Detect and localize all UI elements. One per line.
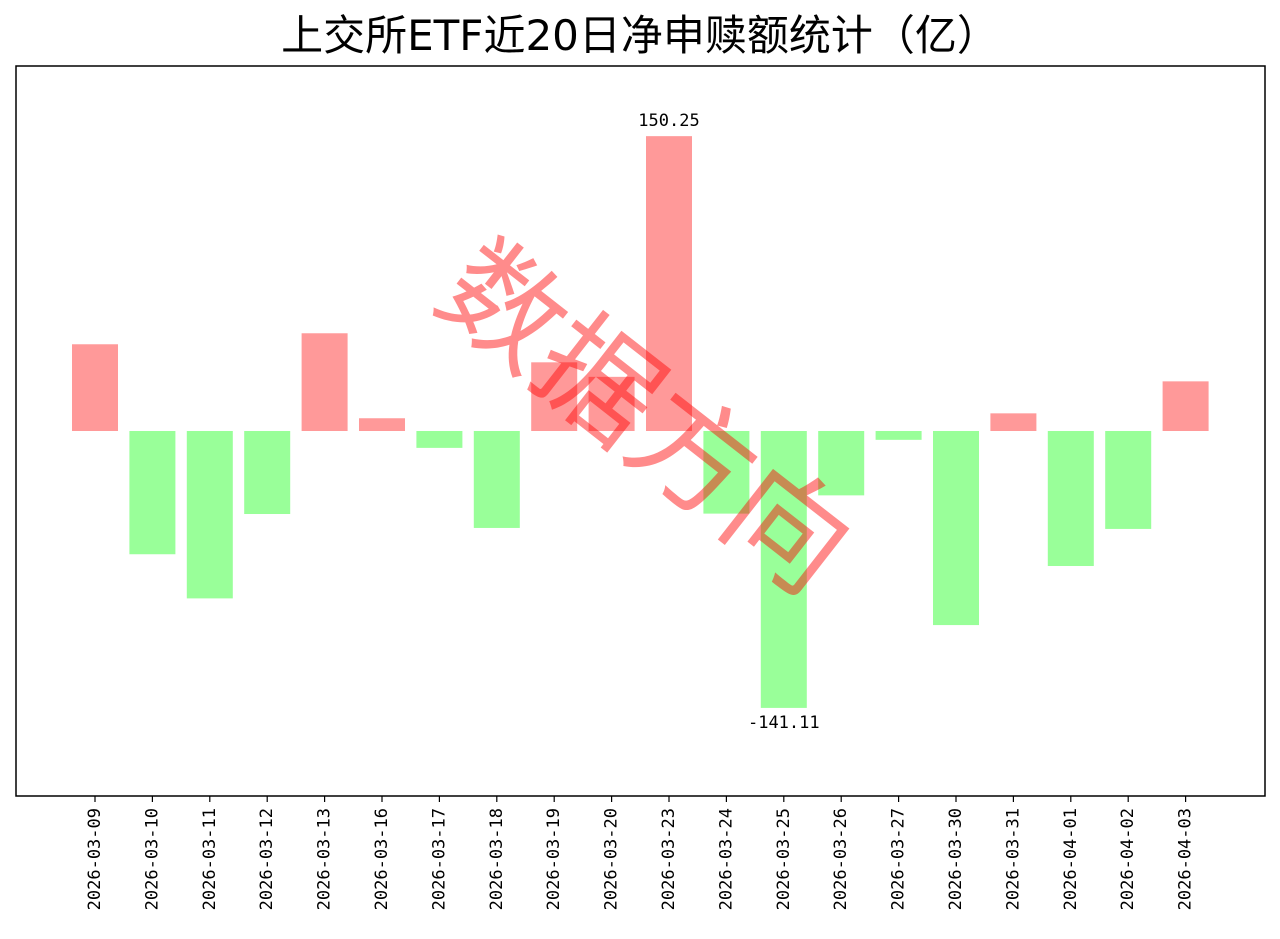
data-labels-layer: 150.25 -141.11 xyxy=(638,111,819,733)
x-tick-label: 2026-03-09 xyxy=(85,808,105,910)
x-tick-label: 2026-03-24 xyxy=(716,808,736,910)
x-tick-label: 2026-03-18 xyxy=(487,808,507,910)
bar-2026-03-16 xyxy=(359,418,405,431)
x-tick-label: 2026-03-11 xyxy=(200,808,220,910)
plot-frame xyxy=(15,65,1266,797)
x-tick-label: 2026-04-02 xyxy=(1118,808,1138,910)
x-tick-label: 2026-03-30 xyxy=(946,808,966,910)
x-tick-label: 2026-03-31 xyxy=(1003,808,1023,910)
x-tick-label: 2026-03-13 xyxy=(315,808,335,910)
bar-2026-04-01 xyxy=(1047,431,1094,567)
x-tick-label: 2026-03-20 xyxy=(602,808,622,910)
bar-2026-03-25 xyxy=(760,431,807,708)
bar-2026-03-17 xyxy=(416,431,463,448)
x-tick-label: 2026-03-16 xyxy=(372,808,392,910)
data-label-2026-03-25: -141.11 xyxy=(748,713,820,733)
bar-2026-03-27 xyxy=(875,431,922,440)
bar-2026-04-03 xyxy=(1162,381,1209,431)
data-label-2026-03-23: 150.25 xyxy=(638,111,699,131)
bar-2026-04-02 xyxy=(1105,431,1152,529)
chart-title: 上交所ETF近20日净申赎额统计（亿） xyxy=(281,11,999,60)
bar-2026-03-30 xyxy=(933,431,979,626)
bars-layer xyxy=(72,136,1209,708)
watermark-layer: 数据方向 xyxy=(413,216,877,621)
watermark-text: 数据方向 xyxy=(413,216,877,621)
x-tick-label: 2026-03-26 xyxy=(831,808,851,910)
x-tick-label: 2026-04-01 xyxy=(1061,808,1081,910)
x-tick-label: 2026-03-23 xyxy=(659,808,679,910)
bar-2026-03-19 xyxy=(531,362,578,431)
x-tick-label: 2026-03-10 xyxy=(142,808,162,910)
bar-2026-03-13 xyxy=(301,333,348,431)
bar-2026-03-23 xyxy=(646,136,692,431)
x-tick-label: 2026-03-27 xyxy=(889,808,909,910)
bar-2026-03-12 xyxy=(244,431,291,515)
bar-2026-03-20 xyxy=(588,376,635,431)
bar-2026-03-31 xyxy=(990,413,1037,431)
bar-2026-03-26 xyxy=(818,431,865,496)
bar-2026-03-11 xyxy=(186,431,233,599)
x-tick-label: 2026-03-19 xyxy=(544,808,564,910)
bar-2026-03-18 xyxy=(473,431,520,528)
bar-2026-03-10 xyxy=(129,431,176,555)
x-ticks-layer: 2026-03-09 2026-03-10 2026-03-11 2026-03-12… xyxy=(85,796,1196,910)
x-tick-label: 2026-03-17 xyxy=(429,808,449,910)
x-tick-label: 2026-04-03 xyxy=(1176,808,1196,910)
x-tick-label: 2026-03-12 xyxy=(257,808,277,910)
bar-2026-03-24 xyxy=(703,431,750,514)
bar-2026-03-09 xyxy=(72,344,118,431)
x-tick-label: 2026-03-25 xyxy=(774,808,794,910)
